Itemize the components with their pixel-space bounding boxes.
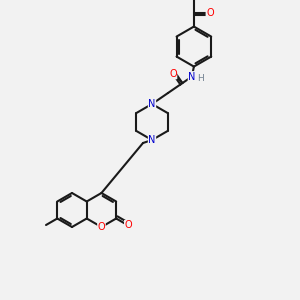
Text: N: N — [148, 99, 156, 109]
Text: O: O — [169, 69, 177, 79]
Text: O: O — [98, 222, 105, 232]
Text: O: O — [206, 8, 214, 18]
Text: H: H — [197, 74, 204, 83]
Text: O: O — [124, 220, 132, 230]
Text: N: N — [148, 135, 156, 145]
Text: N: N — [188, 72, 196, 82]
